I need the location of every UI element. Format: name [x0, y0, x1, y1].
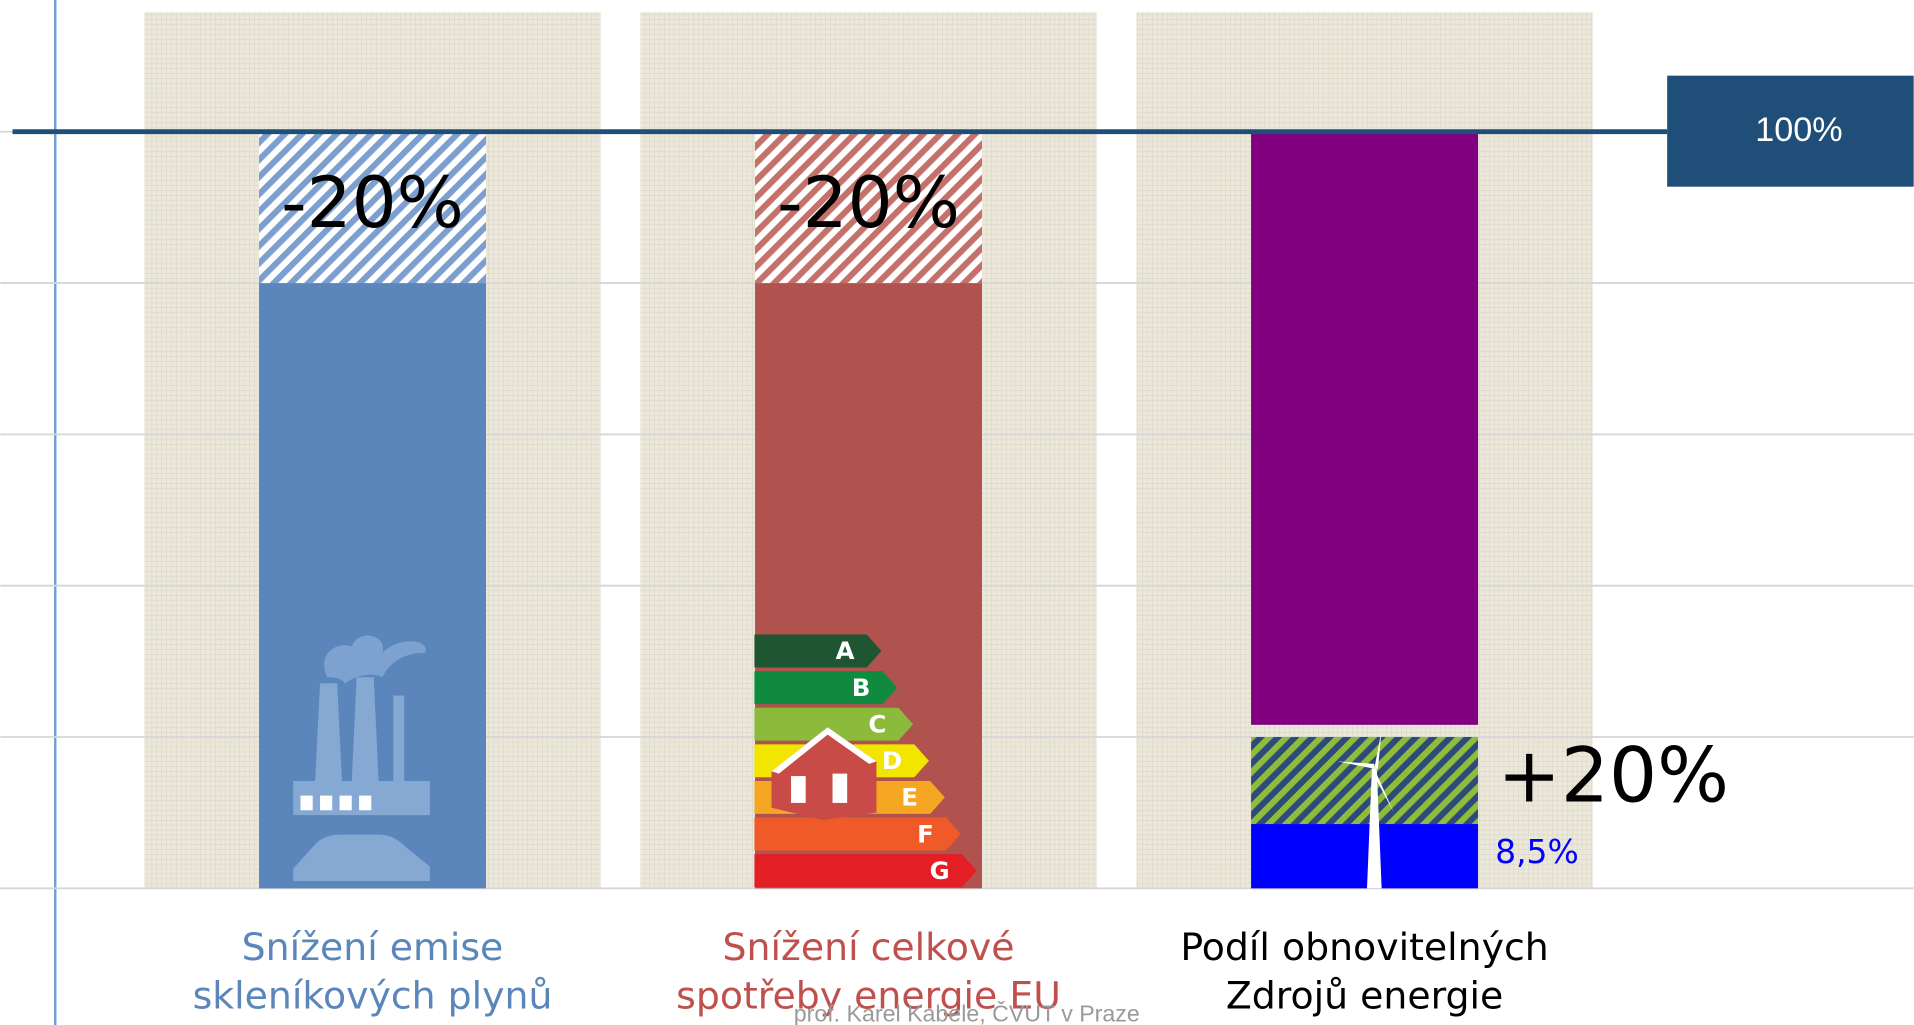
- category-label: skleníkových plynů: [193, 974, 553, 1018]
- energy-class-letter: E: [901, 783, 918, 812]
- energy-class-letter: B: [852, 673, 871, 702]
- value-label: 8,5%: [1495, 832, 1579, 871]
- target-segment: [1251, 737, 1478, 824]
- energy-class-letter: D: [882, 746, 902, 775]
- energy-class-letter: F: [917, 819, 934, 848]
- change-label: -20%: [777, 161, 960, 244]
- energy-class-letter: G: [930, 856, 950, 885]
- category-label: Snížení celkové: [723, 925, 1015, 969]
- chart: ABCDEFG 100% -20% Snížení emise skleníkový…: [0, 0, 1914, 1025]
- category-label: Snížení emise: [242, 925, 504, 969]
- bar: [1251, 824, 1478, 888]
- energy-class-arrow: [754, 635, 881, 668]
- reference-label: 100%: [1755, 111, 1842, 149]
- category-label: Zdrojů energie: [1226, 974, 1503, 1018]
- energy-class-letter: C: [868, 709, 886, 738]
- remaining-share: [1251, 132, 1478, 725]
- energy-class-arrow: [754, 671, 897, 704]
- target-label: +20%: [1498, 731, 1730, 819]
- footer: prof. Karel Kabele, ČVUT v Praze: [794, 999, 1140, 1025]
- category-label: Podíl obnovitelných: [1180, 925, 1548, 969]
- change-label: -20%: [281, 161, 464, 244]
- energy-class-letter: A: [836, 636, 855, 665]
